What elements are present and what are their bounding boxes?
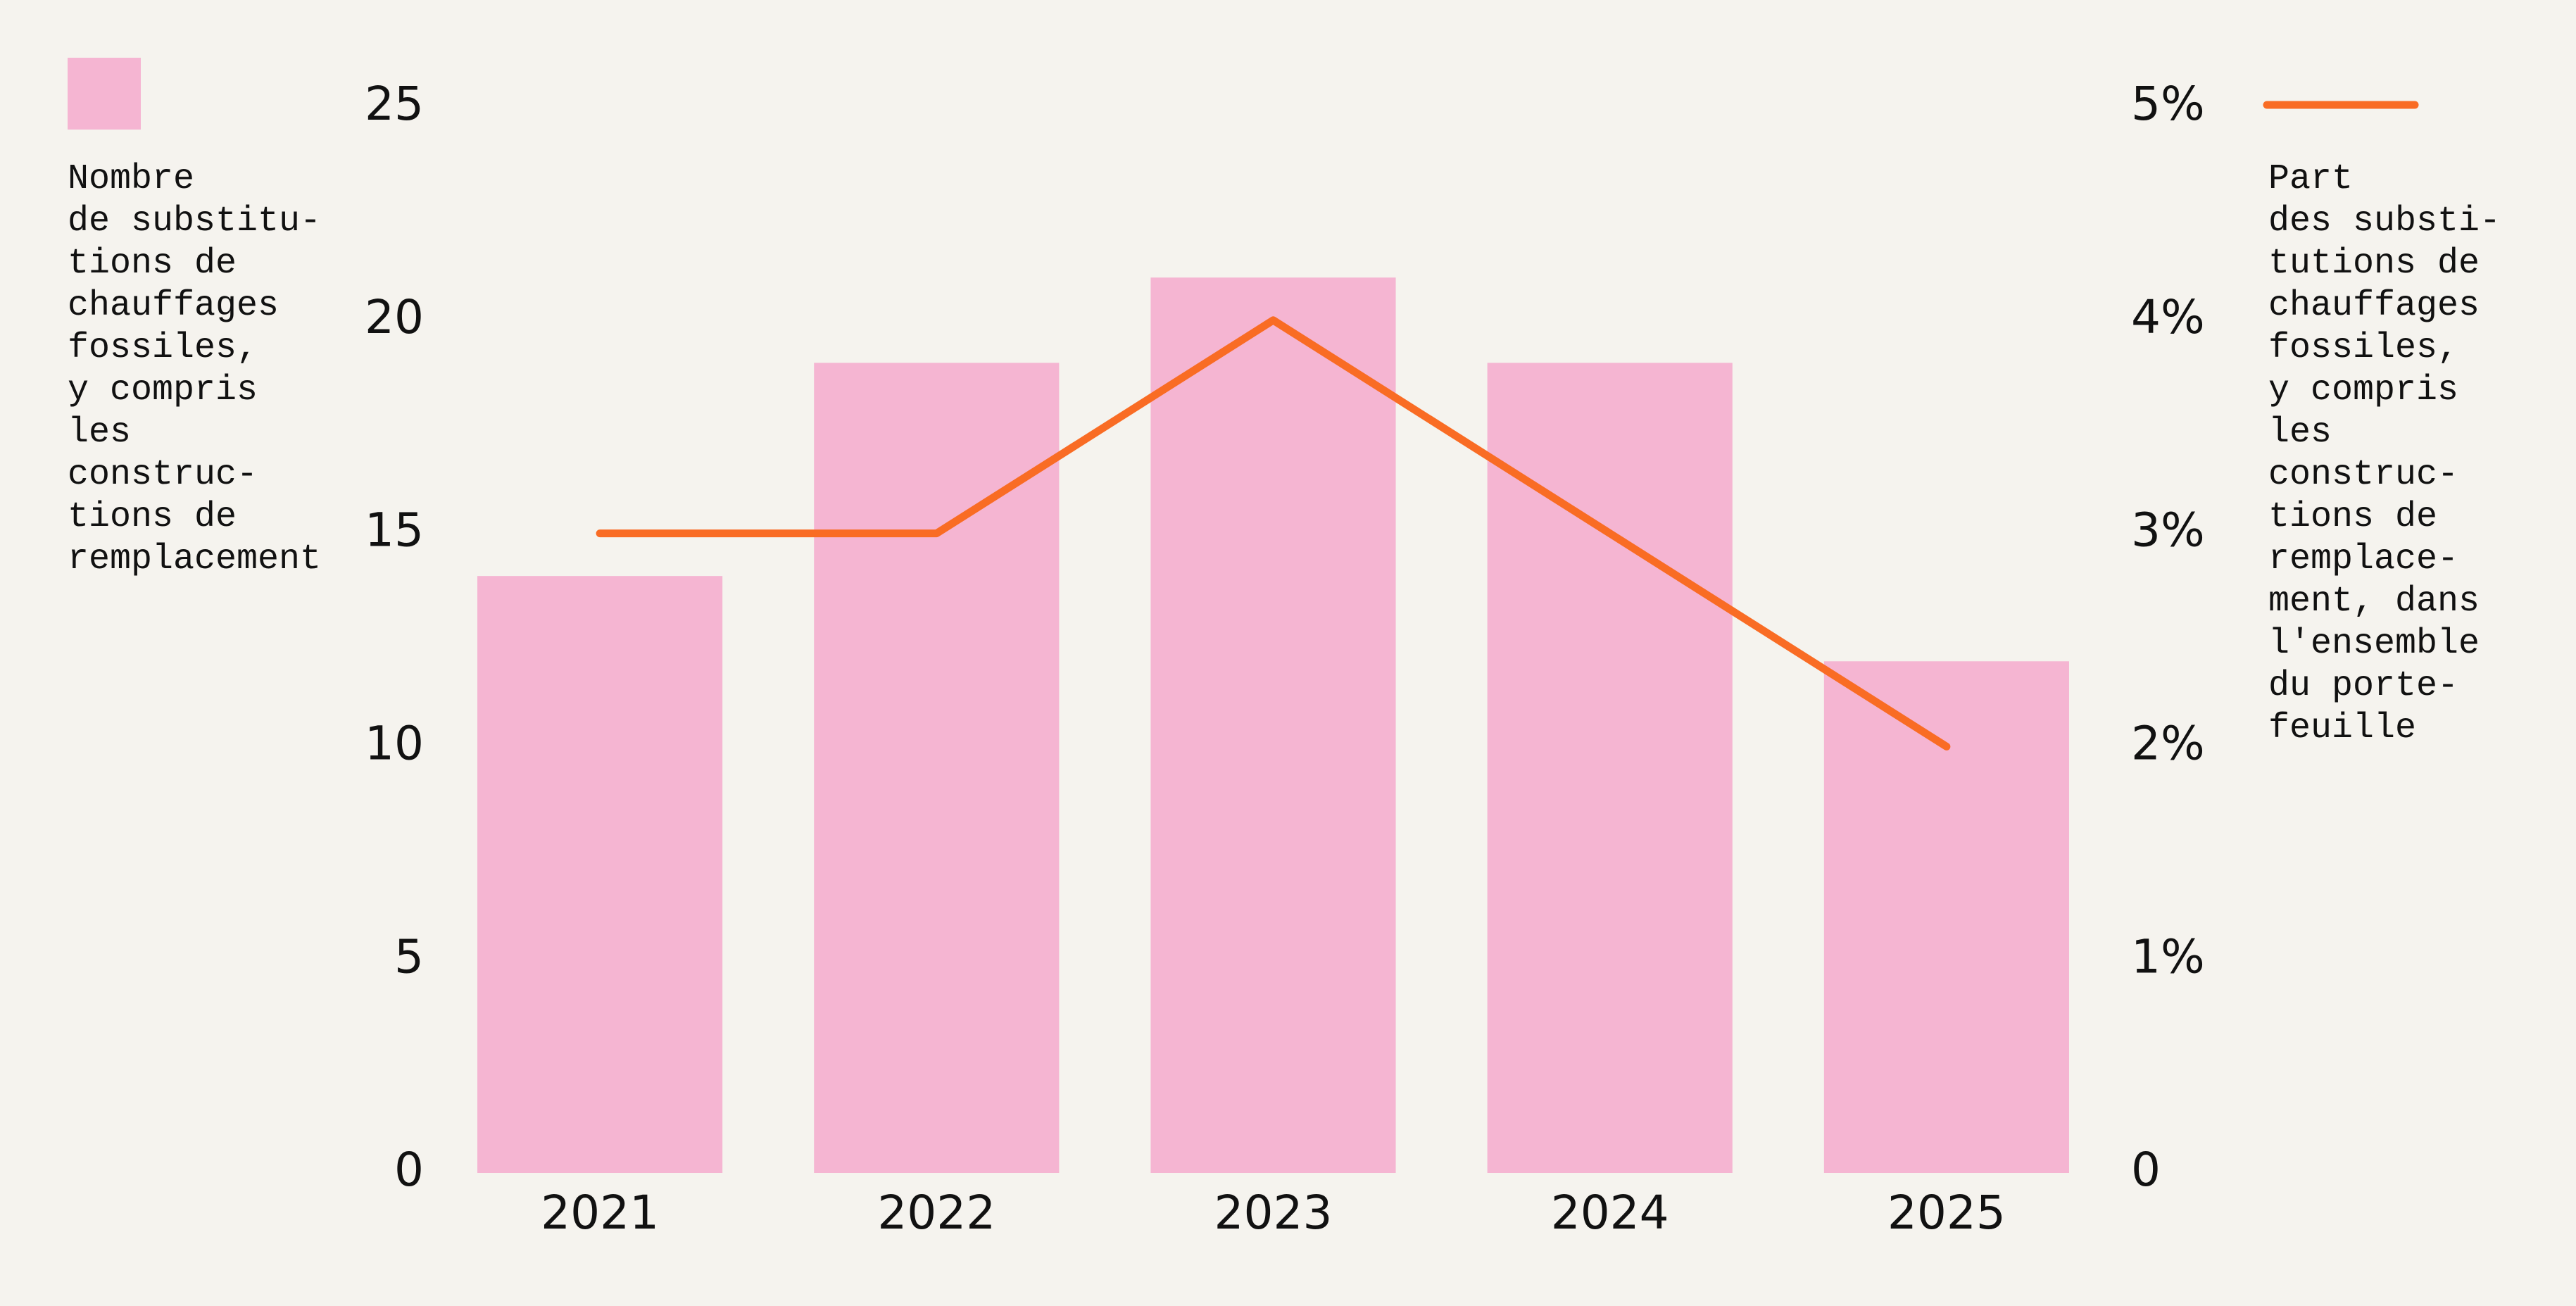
legend-swatch xyxy=(68,58,141,130)
bar xyxy=(1150,277,1396,1173)
y-tick-label: 5 xyxy=(394,929,424,984)
y2-tick-label: 0 xyxy=(2131,1143,2161,1197)
y2-tick-label: 4% xyxy=(2131,290,2205,344)
bar xyxy=(1487,363,1733,1173)
y-tick-label: 0 xyxy=(394,1143,424,1197)
y-tick-label: 20 xyxy=(365,290,424,344)
legend-label: Nombre de substitu- tions de chauffages … xyxy=(68,159,322,579)
x-tick-label: 2021 xyxy=(541,1186,659,1240)
y-tick-label: 15 xyxy=(365,503,424,558)
x-tick-label: 2025 xyxy=(1887,1186,2006,1240)
y-tick-label: 25 xyxy=(365,77,424,131)
x-tick-label: 2022 xyxy=(877,1186,995,1240)
y2-tick-label: 3% xyxy=(2131,503,2205,558)
line xyxy=(596,316,1951,751)
bar xyxy=(814,363,1060,1173)
y2-tick-label: 2% xyxy=(2131,716,2205,770)
x-tick-label: 2024 xyxy=(1551,1186,1669,1240)
legend-label: Part des substi- tutions de chauffages f… xyxy=(2268,159,2501,748)
y2-tick-label: 5% xyxy=(2131,77,2205,131)
y2-tick-label: 1% xyxy=(2131,929,2205,984)
bar xyxy=(477,576,723,1173)
y-tick-label: 10 xyxy=(365,716,424,770)
x-tick-label: 2023 xyxy=(1214,1186,1333,1240)
bar xyxy=(1823,661,2069,1173)
